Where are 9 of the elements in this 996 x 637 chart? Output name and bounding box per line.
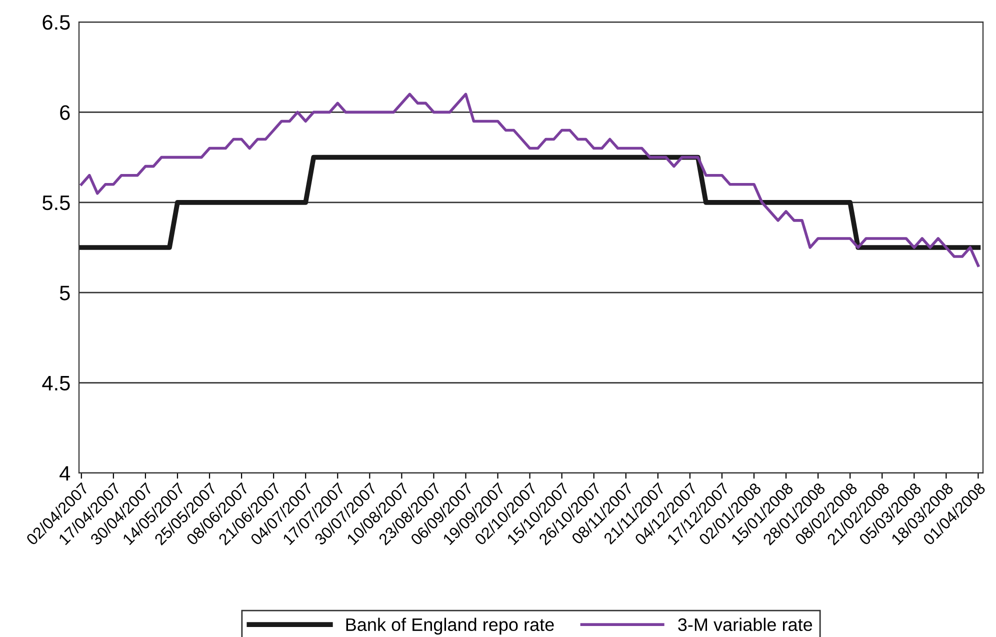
legend-label: Bank of England repo rate [346, 618, 554, 635]
y-tick-label: 5 [60, 286, 70, 300]
y-tick-label: 4.5 [42, 376, 70, 391]
legend-label: 3-M variable rate [678, 618, 812, 632]
y-tick-label: 6 [60, 105, 70, 120]
y-tick-label: 5.5 [42, 196, 70, 210]
line-series [80, 92, 980, 267]
y-tick-label: 4 [60, 466, 70, 481]
y-tick-label: 6.5 [42, 15, 70, 30]
